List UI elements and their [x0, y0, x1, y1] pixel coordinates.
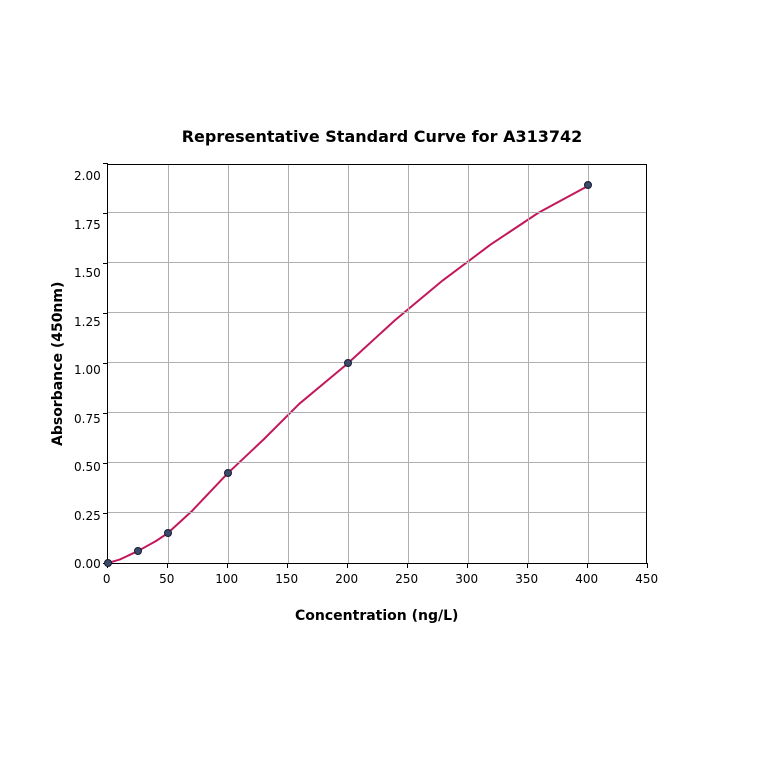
y-tick-mark	[103, 413, 108, 414]
grid-line-vertical	[468, 165, 469, 563]
grid-line-horizontal	[108, 512, 646, 513]
y-tick-mark	[103, 363, 108, 364]
grid-line-vertical	[288, 165, 289, 563]
y-tick-mark	[103, 313, 108, 314]
x-tick-label: 300	[455, 564, 478, 586]
data-point	[584, 181, 592, 189]
y-tick-label: 1.75	[74, 219, 101, 231]
grid-line-vertical	[588, 165, 589, 563]
y-tick-label: 0.25	[74, 510, 101, 522]
y-tick-mark	[103, 213, 108, 214]
x-tick-label: 50	[159, 564, 174, 586]
x-tick-label: 100	[215, 564, 238, 586]
grid-line-vertical	[168, 165, 169, 563]
x-axis-section: 050100150200250300350400450 Concentratio…	[107, 564, 647, 624]
y-tick-label: 0.75	[74, 413, 101, 425]
grid-line-vertical	[528, 165, 529, 563]
data-point	[224, 469, 232, 477]
y-tick-label: 1.50	[74, 267, 101, 279]
grid-line-horizontal	[108, 312, 646, 313]
x-axis-label: Concentration (ng/L)	[107, 608, 647, 624]
plot-wrapper: Absorbance (450nm) 2.00 1.75 1.50 1.25 1.00 0…	[42, 164, 722, 564]
y-axis-ticks: 2.001.751.501.251.000.750.500.250.00	[74, 164, 107, 564]
data-point	[134, 547, 142, 555]
plot-area	[107, 164, 647, 564]
curve-line	[108, 165, 646, 563]
chart-container: Representative Standard Curve for A31374…	[42, 127, 722, 637]
y-tick-mark	[103, 463, 108, 464]
x-tick-label: 200	[335, 564, 358, 586]
grid-line-horizontal	[108, 362, 646, 363]
y-tick-label: 1.00	[74, 364, 101, 376]
x-tick-label: 400	[575, 564, 598, 586]
grid-line-vertical	[408, 165, 409, 563]
grid-line-horizontal	[108, 412, 646, 413]
y-tick-label: 1.25	[74, 316, 101, 328]
y-tick-label: 0.50	[74, 461, 101, 473]
chart-title: Representative Standard Curve for A31374…	[42, 127, 722, 146]
x-tick-label: 0	[103, 564, 111, 586]
y-tick-label: 2.00	[74, 170, 101, 182]
grid-line-horizontal	[108, 212, 646, 213]
x-axis-ticks: 050100150200250300350400450	[107, 564, 647, 584]
y-tick-mark	[103, 163, 108, 164]
y-axis-label: Absorbance (450nm)	[42, 164, 74, 564]
data-point	[164, 529, 172, 537]
x-tick-label: 250	[395, 564, 418, 586]
grid-line-horizontal	[108, 462, 646, 463]
y-tick-mark	[103, 513, 108, 514]
x-tick-label: 150	[275, 564, 298, 586]
x-tick-label: 450	[635, 564, 658, 586]
data-point	[344, 359, 352, 367]
grid-line-vertical	[228, 165, 229, 563]
y-tick-mark	[103, 263, 108, 264]
x-tick-label: 350	[515, 564, 538, 586]
grid-line-horizontal	[108, 262, 646, 263]
y-tick-label: 0.00	[74, 558, 101, 570]
